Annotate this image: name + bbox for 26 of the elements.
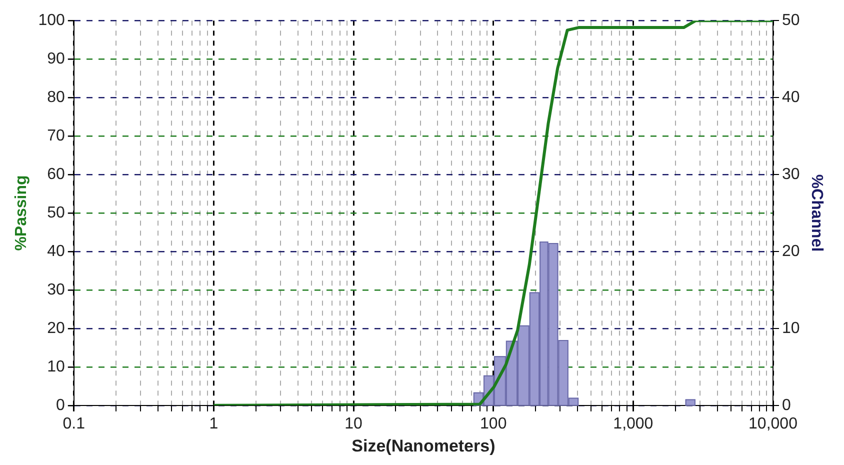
y2-tick-label: 40 — [782, 88, 800, 106]
y-tick-label: 70 — [47, 127, 65, 144]
y-tick-label: 90 — [47, 50, 65, 68]
y-axis-title: %Passing — [13, 175, 30, 251]
x-tick-label: 100 — [480, 415, 507, 432]
x-axis-title: Size(Nanometers) — [352, 436, 496, 456]
y2-tick-label: 0 — [782, 396, 792, 414]
x-tick-label: 1 — [209, 415, 218, 432]
y-tick-label: 60 — [47, 166, 65, 183]
y2-tick-label: 20 — [782, 242, 800, 260]
y-tick-label: 0 — [56, 396, 65, 414]
x-tick-label: 10,000 — [748, 415, 798, 432]
y-tick-label: 80 — [47, 88, 65, 106]
x-tick-label: 1,000 — [613, 415, 654, 432]
y-tick-label: 10 — [47, 358, 65, 376]
x-tick-label: 10 — [344, 415, 363, 432]
y2-tick-label: 10 — [782, 320, 800, 337]
y2-tick-label: 30 — [782, 166, 800, 183]
x-tick-label: 0.1 — [62, 415, 86, 432]
y2-tick-label: 50 — [782, 12, 800, 30]
y-tick-label: 30 — [47, 281, 65, 298]
y2-axis-title: %Channel — [808, 174, 825, 252]
y-tick-label: 20 — [47, 320, 65, 337]
y-tick-label: 40 — [47, 242, 65, 260]
y-tick-label: 100 — [38, 12, 65, 30]
y-tick-label: 50 — [47, 204, 65, 222]
